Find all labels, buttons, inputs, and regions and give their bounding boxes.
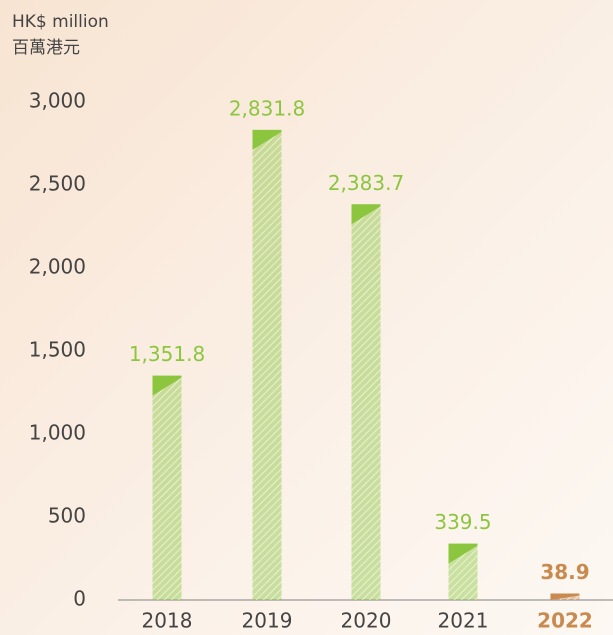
bar-body	[252, 129, 282, 600]
value-label: 1,351.8	[129, 342, 205, 366]
y-tick-label: 1,000	[29, 421, 86, 445]
bar	[351, 204, 381, 601]
y-tick-label: 500	[48, 504, 86, 528]
value-label: 2,383.7	[328, 171, 404, 195]
y-tick-label: 1,500	[29, 338, 86, 362]
bar-cap	[550, 593, 580, 600]
bar	[550, 593, 580, 600]
bar-cap	[252, 129, 282, 150]
y-tick-label: 3,000	[29, 89, 86, 113]
x-tick-label: 2021	[438, 609, 489, 633]
x-tick-label: 2018	[142, 609, 193, 633]
bar-cap	[448, 543, 478, 564]
bar-cap	[152, 375, 182, 396]
bar	[152, 375, 182, 600]
x-tick-label: 2022	[537, 609, 593, 633]
bar-body	[351, 204, 381, 601]
x-tick-label: 2019	[242, 609, 293, 633]
y-tick-label: 0	[73, 587, 86, 611]
bar	[448, 543, 478, 600]
value-label: 38.9	[540, 560, 589, 584]
x-tick-label: 2020	[341, 609, 392, 633]
bar	[252, 129, 282, 600]
unit-label: HK$ million	[12, 12, 109, 32]
bar-cap	[351, 204, 381, 225]
bar-body	[152, 375, 182, 600]
y-tick-label: 2,000	[29, 255, 86, 279]
unit-label-zh: 百萬港元	[12, 38, 80, 58]
value-label: 2,831.8	[229, 96, 305, 120]
value-label: 339.5	[434, 510, 491, 534]
y-tick-label: 2,500	[29, 172, 86, 196]
